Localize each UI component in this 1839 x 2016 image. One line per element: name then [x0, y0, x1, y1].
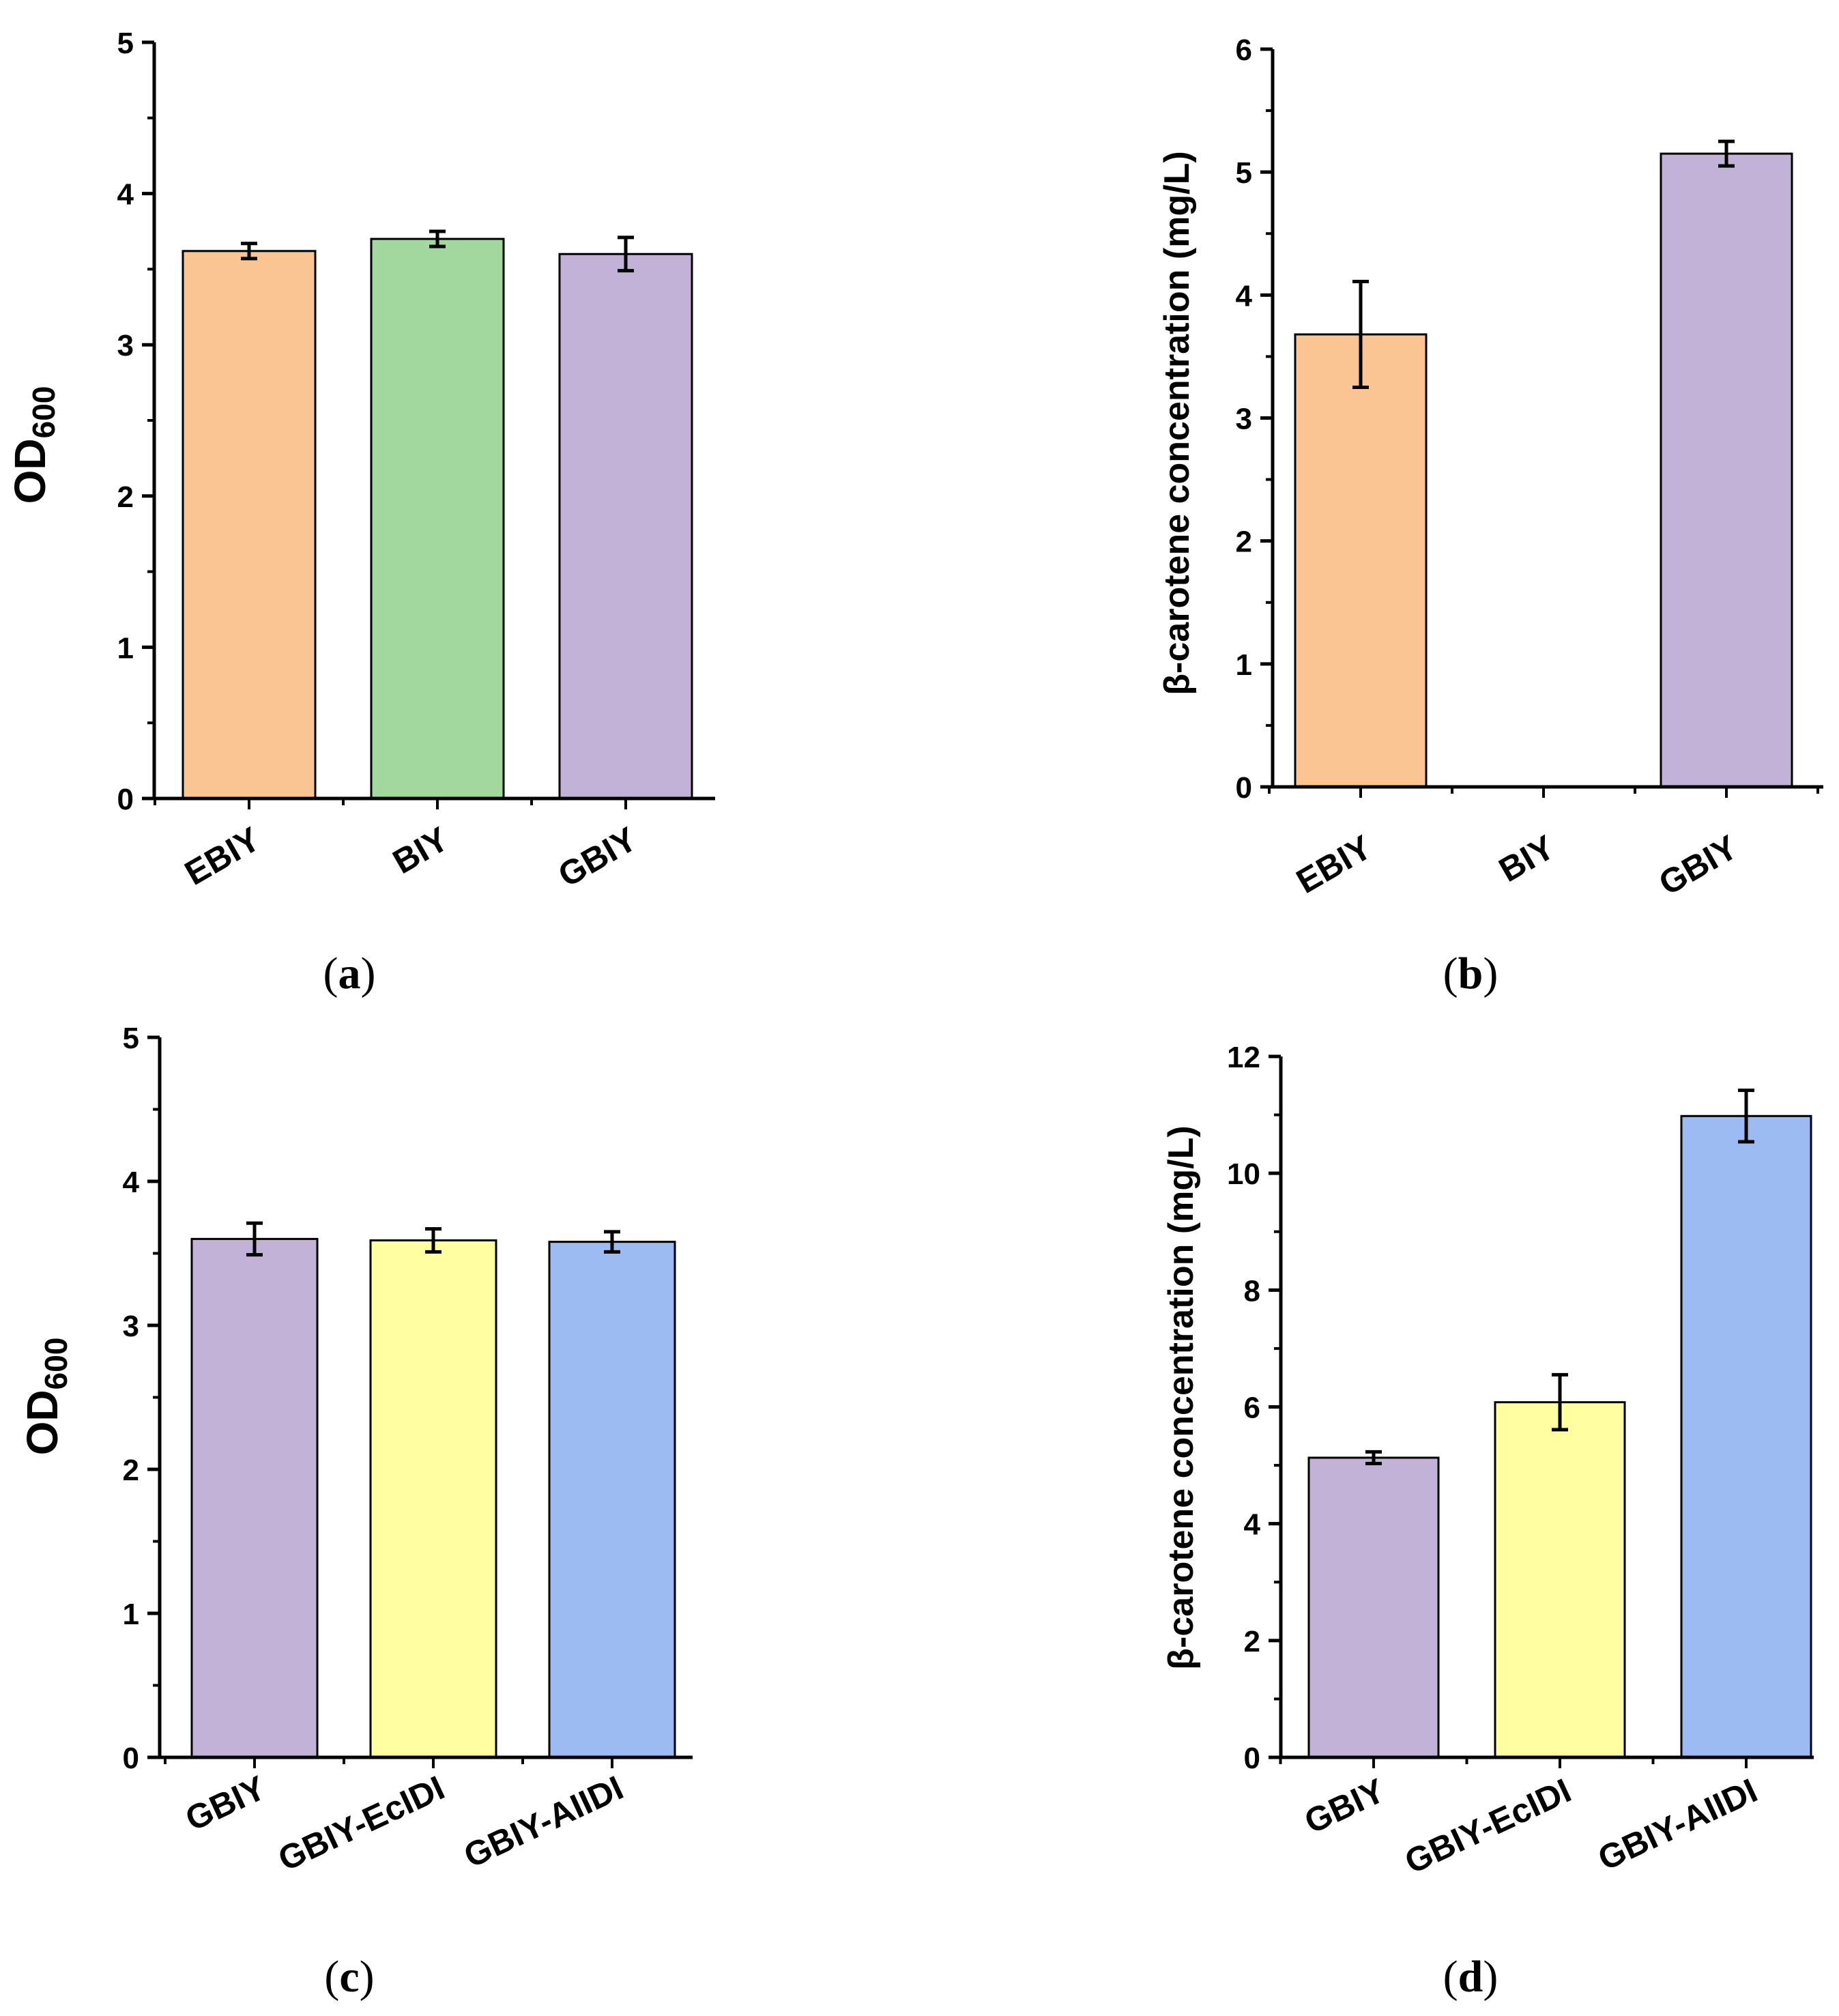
- category-label-d-3: GBIY-AIIDI: [1592, 1771, 1763, 1877]
- panel-label-b: (b): [1443, 949, 1498, 998]
- category-label-d-2: GBIY-EcIDI: [1399, 1771, 1576, 1881]
- error-bar-c-1: [246, 1221, 263, 1257]
- bar-a-3: [558, 253, 693, 800]
- bar-a-1: [182, 250, 317, 800]
- category-label-b-2: BIY: [1492, 828, 1561, 889]
- category-label-c-3: GBIY-AIIDI: [458, 1768, 628, 1875]
- y-tick-label-b: 4: [1236, 279, 1253, 313]
- y-tick-label-d: 8: [1244, 1274, 1260, 1308]
- bar-d-1: [1307, 1456, 1440, 1759]
- y-axis-title-d: β-carotene concentration (mg/L): [1161, 1125, 1201, 1669]
- y-tick-label-d: 12: [1227, 1041, 1260, 1074]
- y-axis-title-c: OD600: [18, 1338, 74, 1456]
- chart-panel-c: 0 1 2 3 4 5 GBIY GBIY-EcIDI GBIY-AIIDI OD600 (c): [18, 1022, 693, 2002]
- chart-panel-a: 0 1 2 3 4 5 EBIY BIY GBIY OD600 (a): [5, 27, 715, 998]
- y-tick-label-c: 1: [123, 1598, 139, 1631]
- panel-label-a: (a): [323, 949, 376, 998]
- category-label-a-2: BIY: [386, 820, 454, 881]
- error-bar-c-3: [604, 1230, 620, 1254]
- category-label-b-3: GBIY: [1653, 828, 1744, 903]
- y-tick-label-a: 1: [117, 631, 134, 665]
- y-tick-label-a: 3: [117, 329, 134, 362]
- y-tick-label-c: 0: [123, 1742, 139, 1775]
- category-label-a-1: EBIY: [178, 820, 266, 893]
- bar-a-2: [370, 237, 505, 800]
- y-tick-label-b: 1: [1236, 648, 1252, 682]
- y-tick-label-c: 2: [123, 1454, 139, 1487]
- bar-d-2: [1494, 1401, 1626, 1759]
- bar-d-3: [1680, 1114, 1812, 1759]
- y-tick-label-a: 4: [117, 178, 134, 212]
- y-tick-label-b: 0: [1236, 771, 1252, 805]
- y-tick-label-a: 2: [117, 480, 134, 514]
- y-axis-title-b: β-carotene concentration (mg/L): [1157, 151, 1197, 695]
- error-bar-b-3: [1718, 139, 1735, 168]
- panel-label-c: (c): [324, 1952, 374, 2002]
- y-tick-label-c: 3: [123, 1310, 139, 1343]
- error-bar-b-1: [1352, 280, 1369, 389]
- y-tick-label-b: 2: [1236, 525, 1252, 559]
- error-bar-a-1: [241, 242, 257, 261]
- chart-panel-d: 0 2 4 6 8 10 12 GBIY GBIY-EcIDI GBIY-AIIDI β-carot…: [1161, 1041, 1814, 2002]
- y-tick-label-c: 5: [123, 1022, 139, 1055]
- error-bar-c-2: [425, 1227, 441, 1254]
- error-bar-d-2: [1552, 1372, 1568, 1432]
- category-label-c-1: GBIY: [179, 1768, 271, 1838]
- y-tick-label-d: 0: [1244, 1742, 1260, 1775]
- category-label-d-1: GBIY: [1299, 1771, 1390, 1841]
- y-tick-label-b: 5: [1236, 156, 1252, 190]
- bar-c-2: [369, 1239, 497, 1759]
- error-bar-a-2: [429, 229, 446, 248]
- error-bar-d-1: [1365, 1450, 1382, 1466]
- y-tick-label-b: 6: [1236, 33, 1252, 67]
- y-tick-label-b: 3: [1236, 403, 1252, 436]
- error-bar-d-3: [1738, 1089, 1754, 1144]
- panel-label-d: (d): [1443, 1952, 1498, 2002]
- category-label-c-2: GBIY-EcIDI: [272, 1768, 450, 1878]
- bar-c-1: [190, 1237, 319, 1759]
- y-tick-label-c: 4: [123, 1166, 140, 1199]
- category-label-a-3: GBIY: [552, 820, 643, 895]
- bar-b-3: [1660, 152, 1793, 788]
- bar-b-1: [1294, 333, 1428, 788]
- y-tick-label-d: 2: [1244, 1625, 1260, 1658]
- y-tick-label-a: 5: [117, 27, 134, 60]
- category-label-b-1: EBIY: [1290, 828, 1378, 901]
- y-axis-title-a: OD600: [5, 386, 61, 504]
- y-tick-label-d: 10: [1227, 1157, 1260, 1191]
- bar-c-3: [548, 1241, 676, 1759]
- y-tick-label-a: 0: [117, 783, 134, 816]
- error-bar-a-3: [618, 235, 634, 273]
- chart-panel-b: 0 1 2 3 4 5 6 EBIY BIY GBIY β-carotene concentrati…: [1157, 33, 1823, 998]
- y-tick-label-d: 6: [1244, 1392, 1260, 1425]
- y-tick-label-d: 4: [1244, 1508, 1261, 1542]
